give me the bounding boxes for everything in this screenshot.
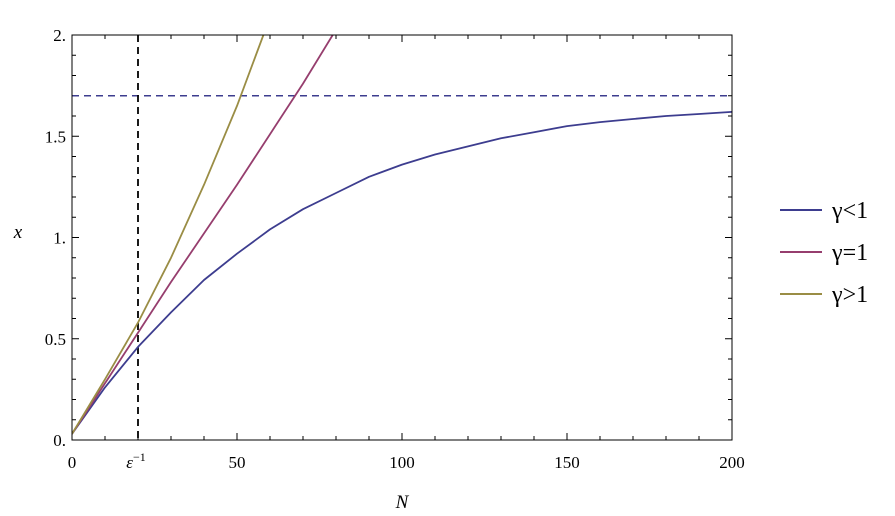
- x-tick-label: 150: [554, 453, 580, 472]
- series-line-gamma-less-than-1: [72, 111, 732, 435]
- y-axis-title: x: [13, 222, 23, 243]
- x-tick-label: 0: [68, 453, 77, 472]
- legend-item-gamma-equal-1: γ=1: [780, 240, 868, 266]
- legend-label: γ>1: [831, 282, 868, 308]
- series-line-gamma-equal-1: [72, 35, 334, 435]
- y-tick-label: 0.: [53, 431, 66, 450]
- legend-label: γ<1: [831, 198, 868, 224]
- reference-lines: [72, 35, 732, 440]
- x-tick-label-epsilon-inverse: ε−1: [126, 450, 145, 472]
- x-tick-label: 100: [389, 453, 415, 472]
- tick-labels: 0 50 100 150 200 ε−1 0. 0.5 1. 1.5 2.: [45, 26, 745, 472]
- y-tick-label: 1.: [53, 229, 66, 248]
- x-tick-label: 200: [719, 453, 745, 472]
- x-tick-label: 50: [229, 453, 246, 472]
- legend-label: γ=1: [831, 240, 868, 266]
- series-lines: [72, 35, 732, 435]
- plot-frame: [71, 34, 733, 441]
- y-tick-label: 2.: [53, 26, 66, 45]
- x-axis-title: N: [395, 492, 410, 513]
- legend: γ<1 γ=1 γ>1: [780, 198, 868, 308]
- legend-item-gamma-greater-than-1: γ>1: [780, 282, 868, 308]
- y-tick-label: 0.5: [45, 330, 66, 349]
- series-line-gamma-greater-than-1: [72, 35, 265, 435]
- legend-item-gamma-less-than-1: γ<1: [780, 198, 868, 224]
- y-tick-label: 1.5: [45, 127, 66, 146]
